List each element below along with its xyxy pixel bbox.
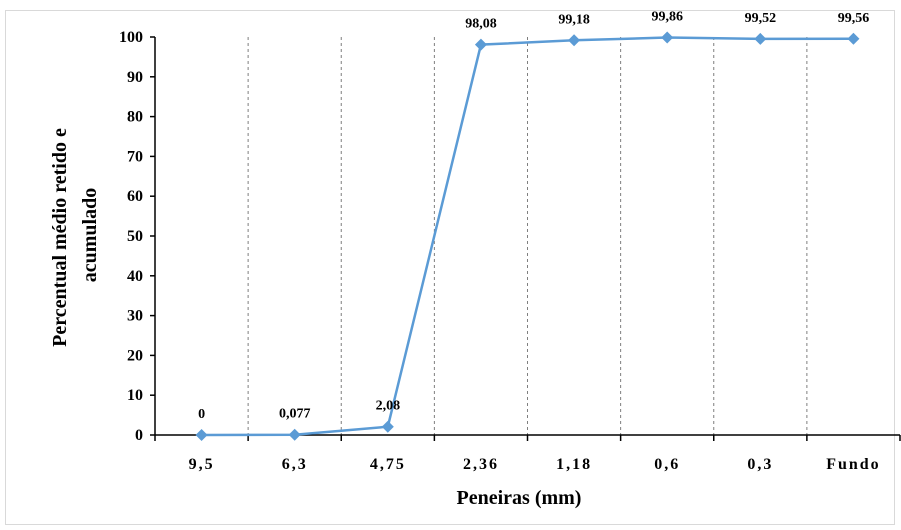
x-ticks: 9,5 6,3 4,75 2,36 1,18 0,6 0,3 Fundo [154, 435, 901, 473]
x-tick-label: 4,75 [370, 456, 406, 473]
data-point [288, 428, 301, 441]
y-tick-label: 100 [119, 29, 143, 46]
y-tick-label: 40 [127, 268, 143, 285]
x-tick-label: 6,3 [282, 456, 308, 473]
y-ticks: 0 10 20 30 40 50 60 70 80 90 100 [119, 29, 155, 444]
data-point [474, 38, 487, 51]
data-label: 0 [198, 407, 205, 422]
y-axis-title-line2: acumulado [79, 188, 101, 282]
y-axis-title: Percentual médio retido e acumulado [49, 123, 101, 347]
y-tick-label: 80 [127, 109, 143, 126]
y-tick-label: 70 [127, 148, 143, 165]
y-axis-title-line1: Percentual médio retido e [49, 128, 71, 347]
data-point [195, 429, 208, 441]
y-tick-label: 20 [127, 347, 143, 364]
y-tick-label: 90 [127, 69, 143, 86]
data-label: 2,08 [376, 399, 401, 414]
data-point [847, 32, 860, 45]
data-markers [195, 31, 860, 441]
x-tick-label: 9,5 [189, 456, 215, 473]
x-axis-title: Peneiras (mm) [457, 487, 582, 509]
y-tick-label: 60 [127, 188, 143, 205]
x-tick-label: 2,36 [463, 456, 499, 473]
data-label: 0,077 [279, 407, 311, 422]
y-tick-label: 50 [127, 228, 143, 245]
y-tick-label: 30 [127, 308, 143, 325]
x-tick-label: Fundo [826, 456, 880, 473]
series-line [201, 36, 854, 437]
data-point [568, 34, 581, 47]
chart-frame [5, 10, 895, 525]
data-label: 99,86 [651, 10, 683, 25]
data-label: 98,08 [465, 17, 497, 32]
data-point [754, 32, 767, 45]
data-label: 99,18 [558, 12, 590, 27]
data-label: 99,56 [838, 11, 870, 26]
x-tick-label: 1,18 [556, 456, 592, 473]
data-labels: 0 0,077 2,08 98,08 99,18 99,86 99,52 99,56 [198, 10, 869, 422]
y-tick-label: 0 [135, 427, 143, 444]
x-tick-label: 0,6 [654, 456, 680, 473]
grid-lines [247, 37, 808, 435]
y-tick-label: 10 [127, 387, 143, 404]
x-tick-label: 0,3 [747, 456, 773, 473]
data-label: 99,52 [745, 11, 777, 26]
data-point [381, 420, 394, 433]
data-point [661, 31, 674, 44]
